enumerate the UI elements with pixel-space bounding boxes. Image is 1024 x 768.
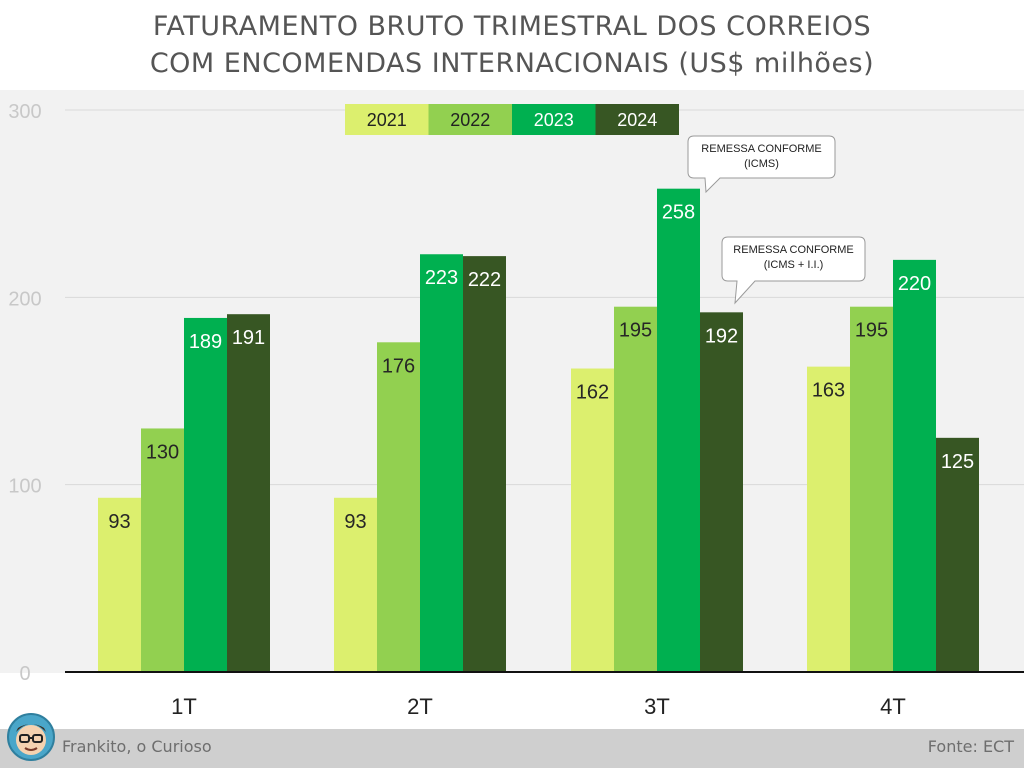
bar [571, 368, 614, 672]
legend-label: 2023 [534, 110, 574, 130]
legend-swatch [345, 104, 429, 135]
footer-bar: Frankito, o Curioso Fonte: ECT [0, 729, 1024, 768]
source-credit: Fonte: ECT [927, 737, 1014, 756]
bar [700, 312, 743, 672]
data-label: 176 [382, 355, 415, 377]
x-tick-label: 1T [171, 694, 197, 719]
legend-swatch [512, 104, 596, 135]
legend-label: 2021 [367, 110, 407, 130]
legend-label: 2022 [450, 110, 490, 130]
bar [807, 366, 850, 672]
x-tick-label: 4T [880, 694, 906, 719]
data-label: 191 [232, 327, 265, 349]
annotation-callout [687, 135, 836, 194]
y-tick-label: 300 [8, 101, 41, 123]
y-tick-label: 100 [8, 476, 41, 498]
bar [657, 188, 700, 672]
data-label: 195 [619, 320, 652, 342]
annotation-text: (ICMS) [744, 158, 779, 170]
bar [184, 317, 227, 672]
data-label: 223 [425, 267, 458, 289]
data-label: 93 [108, 511, 130, 533]
legend-swatch [595, 104, 679, 135]
bar [227, 314, 270, 672]
legend-swatch [428, 104, 512, 135]
bar [463, 256, 506, 672]
bar [334, 497, 377, 672]
data-label: 162 [576, 382, 609, 404]
bar [850, 306, 893, 672]
cartoon-avatar-icon [7, 713, 55, 761]
bar [893, 259, 936, 672]
y-tick-label: 200 [8, 288, 41, 310]
chart-title: FATURAMENTO BRUTO TRIMESTRAL DOS CORREIO… [0, 8, 1024, 82]
annotation-text: REMESSA CONFORME [701, 143, 821, 155]
data-label: 192 [705, 325, 738, 347]
data-label: 189 [189, 331, 222, 353]
data-label: 130 [146, 441, 179, 463]
bar [614, 306, 657, 672]
chart-title-line-1: FATURAMENTO BRUTO TRIMESTRAL DOS CORREIO… [152, 11, 872, 42]
data-label: 222 [468, 269, 501, 291]
data-label: 125 [941, 451, 974, 473]
annotation-text: REMESSA CONFORME [733, 244, 853, 256]
bar [420, 254, 463, 672]
annotation-callout [721, 236, 866, 305]
chart-title-line-2: COM ENCOMENDAS INTERNACIONAIS (US$ milhõ… [149, 48, 875, 79]
legend-label: 2024 [617, 110, 657, 130]
bar [98, 497, 141, 672]
bar [936, 437, 979, 672]
annotation-text: (ICMS + I.I.) [764, 259, 824, 271]
bar [377, 342, 420, 672]
data-label: 195 [855, 320, 888, 342]
x-tick-label: 2T [407, 694, 433, 719]
y-tick-label: 0 [19, 663, 30, 685]
bar-chart: 0 100 200 300 93 130 189 191 1T 93 176 223 222 2T 162 1… [0, 90, 1024, 719]
data-label: 93 [344, 511, 366, 533]
data-label: 220 [898, 273, 931, 295]
data-label: 258 [662, 202, 695, 224]
author-credit: Frankito, o Curioso [62, 737, 212, 756]
bar [141, 428, 184, 672]
data-label: 163 [812, 380, 845, 402]
x-tick-label: 3T [644, 694, 670, 719]
